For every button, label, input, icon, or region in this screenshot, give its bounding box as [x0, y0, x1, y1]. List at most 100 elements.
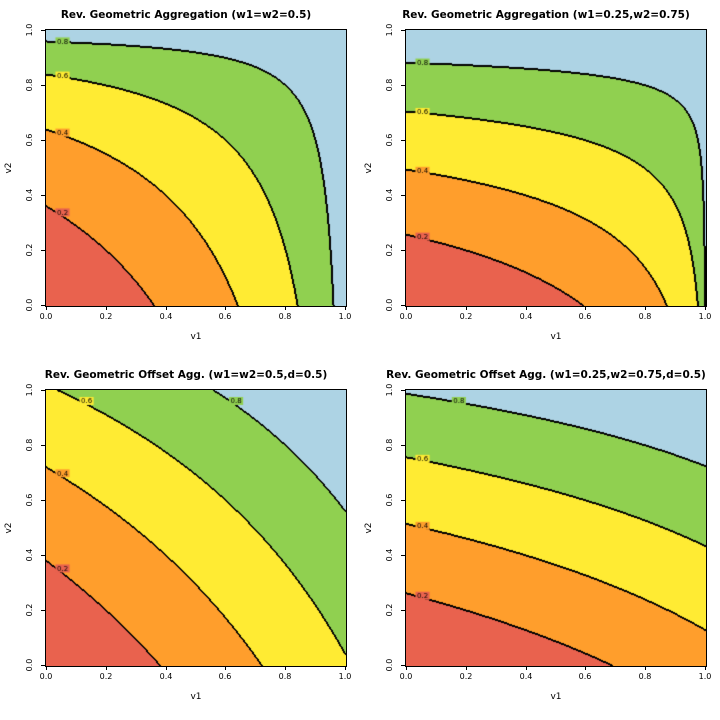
y-tick-label: 0.4 — [385, 188, 394, 202]
y-tick-label: 1.0 — [25, 23, 34, 37]
x-tick-label: 0.0 — [39, 672, 53, 681]
x-tick — [225, 306, 226, 310]
x-tick-label: 0.8 — [278, 312, 292, 321]
x-tick — [466, 306, 467, 310]
y-tick-label: 0.6 — [25, 133, 34, 147]
x-tick — [166, 666, 167, 670]
y-tick-label: 0.2 — [25, 243, 34, 257]
y-tick — [401, 85, 405, 86]
y-tick-label: 1.0 — [25, 383, 34, 397]
x-tick — [225, 666, 226, 670]
x-tick-label: 1.0 — [698, 672, 712, 681]
y-tick — [41, 445, 45, 446]
x-tick-label: 0.6 — [578, 312, 592, 321]
y-tick-label: 0.8 — [385, 78, 394, 92]
y-tick — [401, 445, 405, 446]
panel-title: Rev. Geometric Aggregation (w1=w2=0.5) — [60, 9, 312, 21]
x-tick-label: 0.0 — [39, 312, 53, 321]
y-tick — [41, 555, 45, 556]
y-tick-label: 0.0 — [25, 658, 34, 672]
x-tick-label: 0.0 — [399, 672, 413, 681]
contour-canvas — [406, 30, 706, 306]
x-tick — [406, 666, 407, 670]
contour-panel-1: Rev. Geometric Aggregation (w1=w2=0.5) 0.… — [0, 0, 360, 360]
x-tick-label: 0.2 — [459, 672, 473, 681]
y-axis-label: v2 — [364, 522, 374, 534]
y-tick-label: 0.6 — [385, 133, 394, 147]
plot-area — [405, 29, 707, 307]
contour-panel-4: Rev. Geometric Offset Agg. (w1=0.25,w2=0… — [360, 360, 720, 720]
x-tick — [466, 666, 467, 670]
x-tick — [585, 306, 586, 310]
plot-area — [45, 29, 347, 307]
x-tick — [526, 306, 527, 310]
y-tick-label: 0.2 — [385, 603, 394, 617]
x-tick — [645, 666, 646, 670]
contour-panel-2: Rev. Geometric Aggregation (w1=0.25,w2=0… — [360, 0, 720, 360]
y-tick — [41, 610, 45, 611]
y-tick — [401, 140, 405, 141]
x-tick-label: 0.4 — [519, 672, 533, 681]
y-tick — [41, 85, 45, 86]
y-tick — [41, 140, 45, 141]
x-tick-label: 1.0 — [338, 672, 352, 681]
y-axis-label: v2 — [4, 162, 14, 174]
x-tick — [345, 666, 346, 670]
y-tick-label: 0.0 — [385, 658, 394, 672]
x-axis-label: v1 — [190, 692, 202, 702]
x-tick — [106, 666, 107, 670]
y-tick-label: 0.6 — [385, 493, 394, 507]
x-tick — [345, 306, 346, 310]
y-tick-label: 0.0 — [25, 298, 34, 312]
y-tick — [401, 30, 405, 31]
x-tick — [106, 306, 107, 310]
y-tick — [401, 610, 405, 611]
y-tick-label: 0.4 — [25, 188, 34, 202]
y-tick — [401, 555, 405, 556]
y-tick-label: 0.4 — [25, 548, 34, 562]
x-tick — [406, 306, 407, 310]
contour-panel-3: Rev. Geometric Offset Agg. (w1=w2=0.5,d=… — [0, 360, 360, 720]
contour-canvas — [406, 390, 706, 666]
y-tick-label: 0.8 — [385, 438, 394, 452]
y-tick — [41, 665, 45, 666]
y-tick — [41, 305, 45, 306]
x-tick-label: 0.6 — [218, 672, 232, 681]
y-tick-label: 0.4 — [385, 548, 394, 562]
x-tick — [705, 666, 706, 670]
y-tick — [401, 390, 405, 391]
x-tick-label: 0.2 — [459, 312, 473, 321]
y-tick — [401, 305, 405, 306]
plot-area — [405, 389, 707, 667]
x-tick-label: 1.0 — [338, 312, 352, 321]
x-tick-label: 0.4 — [519, 312, 533, 321]
y-axis-label: v2 — [4, 522, 14, 534]
panel-title: Rev. Geometric Aggregation (w1=0.25,w2=0… — [402, 9, 690, 21]
y-tick — [41, 250, 45, 251]
y-tick-label: 0.0 — [385, 298, 394, 312]
x-tick-label: 0.2 — [99, 312, 113, 321]
x-tick-label: 0.6 — [578, 672, 592, 681]
x-tick-label: 0.8 — [638, 312, 652, 321]
x-tick — [166, 306, 167, 310]
y-tick-label: 0.2 — [25, 603, 34, 617]
y-tick — [41, 195, 45, 196]
x-tick — [585, 666, 586, 670]
x-tick-label: 0.4 — [159, 672, 173, 681]
x-tick — [285, 306, 286, 310]
y-tick-label: 1.0 — [385, 383, 394, 397]
contour-canvas — [46, 390, 346, 666]
y-tick-label: 0.6 — [25, 493, 34, 507]
contour-canvas — [46, 30, 346, 306]
y-tick-label: 1.0 — [385, 23, 394, 37]
x-tick-label: 0.0 — [399, 312, 413, 321]
x-tick — [526, 666, 527, 670]
panel-title: Rev. Geometric Offset Agg. (w1=0.25,w2=0… — [386, 369, 706, 381]
x-tick-label: 1.0 — [698, 312, 712, 321]
x-axis-label: v1 — [190, 332, 202, 342]
y-tick-label: 0.8 — [25, 78, 34, 92]
x-axis-label: v1 — [550, 692, 562, 702]
x-tick — [46, 666, 47, 670]
x-tick-label: 0.4 — [159, 312, 173, 321]
